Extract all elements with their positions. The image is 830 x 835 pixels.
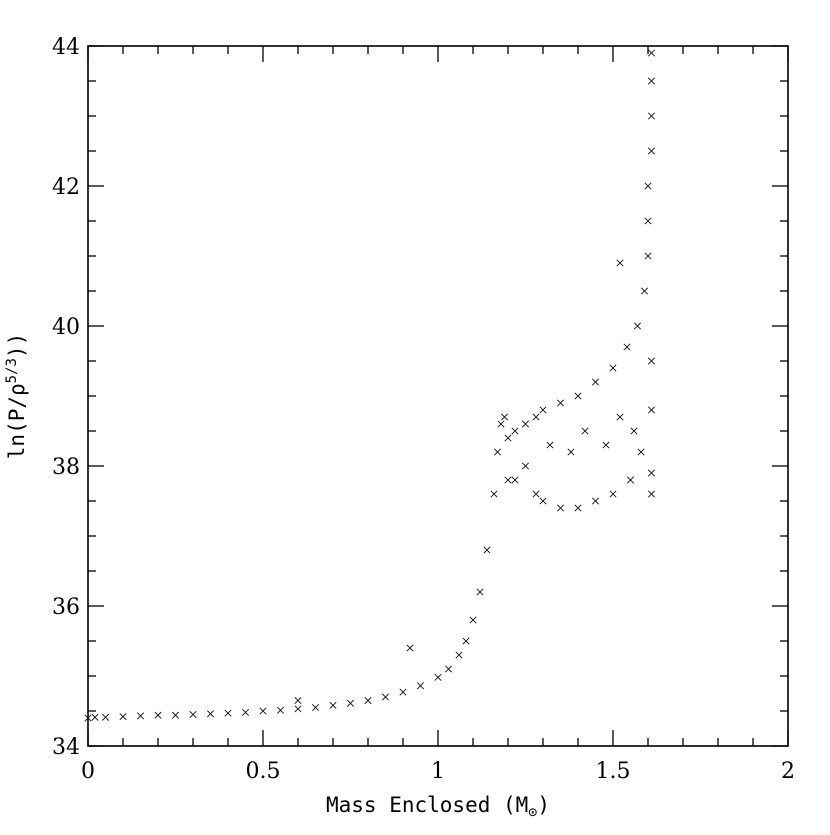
x-tick-label: 0.5 [246, 759, 281, 784]
y-tick-label: 42 [52, 175, 80, 200]
data-point [640, 287, 649, 295]
data-point [630, 427, 638, 435]
x-axis-label: Mass Enclosed (M⊙) [326, 793, 550, 821]
data-point [532, 413, 540, 421]
x-tick-label: 2 [781, 759, 795, 784]
data-point [119, 713, 127, 721]
x-tick-label: 1.5 [596, 759, 631, 784]
data-point [171, 711, 180, 719]
data-point [504, 434, 512, 442]
data-point [581, 427, 589, 435]
data-point [647, 112, 656, 120]
data-point [497, 420, 505, 428]
y-tick-label: 38 [52, 455, 80, 480]
data-point [637, 448, 645, 456]
data-point [91, 713, 99, 721]
data-point [647, 77, 656, 85]
data-point [574, 392, 582, 400]
data-point [406, 644, 414, 652]
scatter-points [84, 49, 656, 722]
data-point [84, 714, 92, 722]
data-point [644, 182, 652, 190]
data-point [476, 588, 484, 596]
plot-frame [87, 45, 789, 747]
data-point [539, 406, 547, 414]
data-point [616, 259, 624, 267]
data-point [626, 476, 635, 484]
y-tick-label: 44 [52, 35, 80, 60]
data-point [616, 413, 624, 421]
data-point [647, 406, 656, 414]
data-point [154, 711, 162, 719]
y-tick-label: 40 [52, 315, 80, 340]
data-point [644, 217, 652, 225]
data-point [434, 673, 442, 681]
data-point [259, 707, 267, 715]
data-point [189, 710, 197, 719]
data-point [539, 497, 547, 505]
data-point [276, 706, 285, 714]
data-point [206, 710, 215, 718]
data-point [602, 441, 610, 449]
data-point [483, 546, 491, 554]
x-tick-labels: 0 0.5 1 1.5 2 [81, 759, 795, 784]
data-point [609, 364, 617, 372]
data-point [567, 448, 575, 456]
data-point [294, 705, 302, 713]
data-point [493, 448, 502, 456]
data-point [647, 469, 656, 477]
data-point [556, 504, 565, 512]
data-point [294, 696, 302, 705]
data-point [381, 693, 390, 701]
data-point [633, 322, 642, 330]
data-point [490, 490, 498, 498]
axis-ticks [87, 45, 789, 747]
data-point [647, 490, 656, 498]
data-point [346, 699, 355, 707]
data-point [647, 357, 656, 365]
data-point [511, 427, 519, 435]
data-point [609, 490, 617, 498]
data-point [546, 441, 554, 449]
data-point [101, 713, 110, 721]
data-point [455, 651, 463, 659]
x-tick-label: 1 [431, 759, 445, 784]
y-tick-labels: 34 36 38 40 42 44 [52, 35, 80, 760]
data-point [511, 476, 519, 484]
data-point [311, 703, 320, 712]
data-point [136, 712, 145, 720]
x-tick-label: 0 [81, 759, 95, 784]
data-point [399, 688, 407, 696]
data-point [444, 665, 453, 673]
data-point [521, 462, 530, 470]
data-point [500, 413, 509, 421]
data-point [224, 709, 232, 717]
data-point [462, 637, 470, 645]
data-point [521, 420, 530, 428]
data-point [591, 497, 600, 505]
data-point [574, 504, 582, 512]
data-point [532, 490, 540, 498]
data-point [591, 378, 600, 386]
y-tick-label: 34 [52, 735, 80, 760]
data-point [556, 399, 565, 407]
data-point [416, 682, 425, 690]
data-point [329, 701, 337, 709]
data-point [647, 49, 656, 57]
data-point [504, 476, 512, 484]
y-axis-label: ln(P/ρ5/3)) [4, 333, 29, 459]
data-point [623, 343, 631, 351]
data-point [644, 252, 652, 260]
data-point [241, 708, 250, 716]
y-tick-label: 36 [52, 595, 80, 620]
data-point [647, 147, 656, 155]
data-point [364, 696, 372, 705]
data-point [469, 616, 477, 624]
